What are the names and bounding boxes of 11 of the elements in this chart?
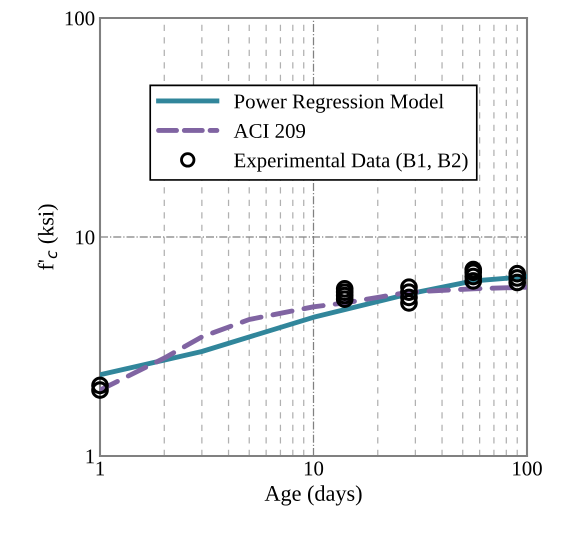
x-axis-title: Age (days) <box>264 485 362 506</box>
y-tick-label: 1 <box>86 449 94 464</box>
legend-label: Power Regression Model <box>234 94 444 113</box>
y-tick-label: 100 <box>66 11 94 26</box>
x-tick-label: 1 <box>96 462 104 476</box>
y-tick-label: 10 <box>76 230 94 244</box>
x-tick-label: 100 <box>513 461 542 476</box>
x-tick-label: 10 <box>304 461 324 476</box>
y-axis-title: f'$_{c}$ (ksi) <box>38 204 58 270</box>
legend-label: ACI 209 <box>234 124 306 138</box>
legend-label: Experimental Data (B1, B2) <box>234 152 468 172</box>
